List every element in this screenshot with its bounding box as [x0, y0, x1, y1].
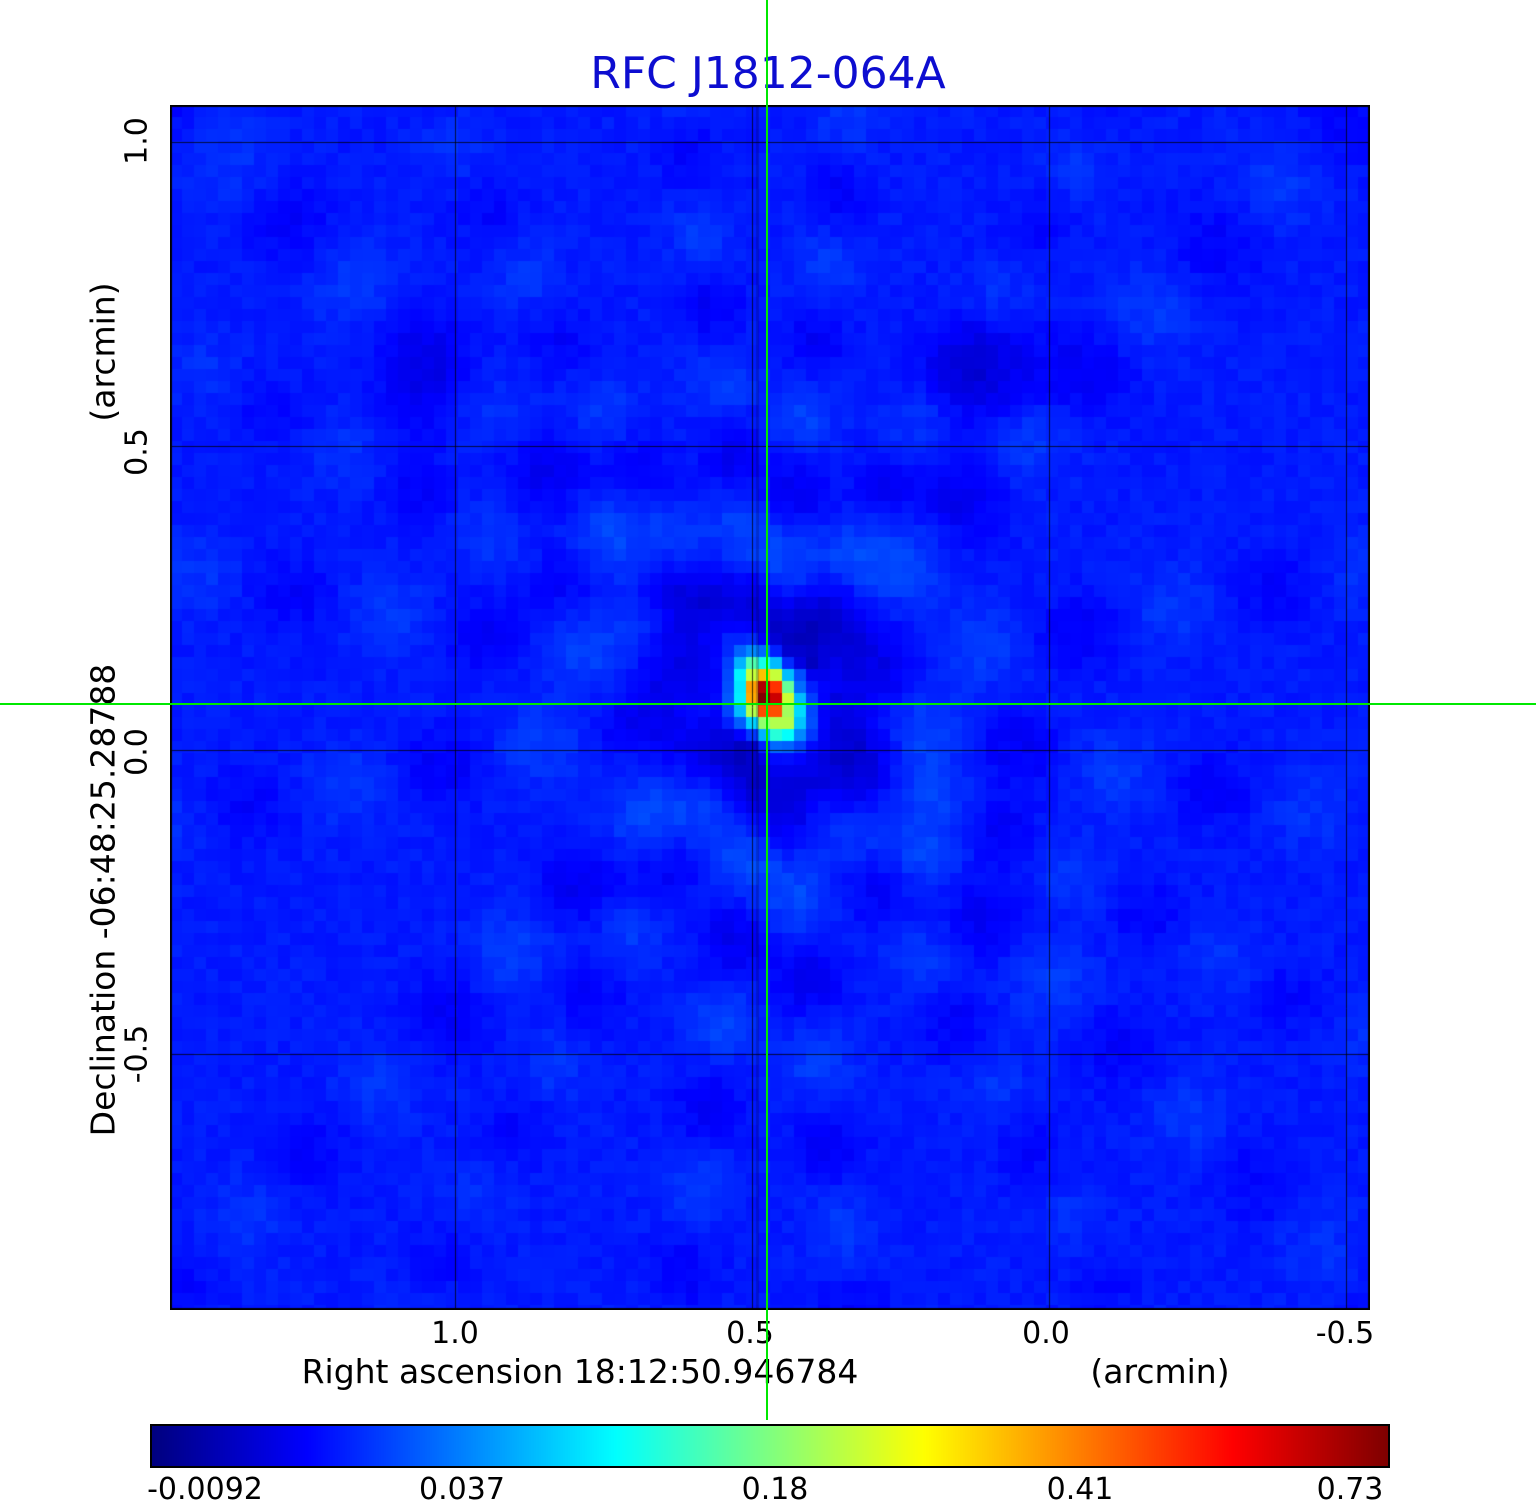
x-tick-label: -0.5: [1315, 1316, 1375, 1351]
x-axis-unit: (arcmin): [1090, 1352, 1230, 1391]
y-tick-label: 0.5: [119, 428, 155, 476]
crosshair-vertical-line: [766, 0, 769, 1420]
colorbar-gradient: [152, 1426, 1388, 1466]
colorbar-tick-label: 0.73: [1316, 1472, 1384, 1507]
intensity-map: [170, 105, 1370, 1310]
y-tick-label: 0.0: [119, 728, 155, 776]
y-axis-label: Declination -06:48:25.28788: [83, 663, 123, 1137]
colorbar-tick-label: 0.41: [1046, 1472, 1114, 1507]
colorbar-tick-label: 0.18: [741, 1472, 809, 1507]
y-axis-unit: (arcmin): [83, 282, 123, 422]
y-tick-label: -0.5: [119, 1024, 155, 1084]
y-tick-label: 1.0: [119, 117, 155, 165]
colorbar-tick-label: 0.037: [419, 1472, 505, 1507]
colorbar-tick-label: -0.0092: [147, 1472, 263, 1507]
x-tick-label: 0.5: [726, 1316, 774, 1351]
x-tick-label: 0.0: [1022, 1316, 1070, 1351]
crosshair-horizontal-line: [0, 703, 1536, 706]
x-axis-label: Right ascension 18:12:50.946784: [301, 1352, 859, 1391]
x-tick-label: 1.0: [431, 1316, 479, 1351]
colorbar: [150, 1424, 1390, 1468]
